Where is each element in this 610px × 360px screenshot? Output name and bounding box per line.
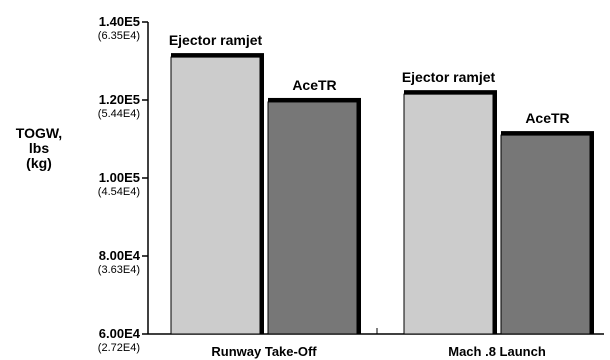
y-tick-sublabel-0: (2.72E4) (98, 342, 140, 354)
y-tick-label-2: 1.00E5 (99, 170, 140, 185)
bar-0-1 (267, 101, 358, 335)
y-tick-sublabel-1: (3.63E4) (98, 264, 140, 276)
category-label-0: Runway Take-Off (211, 344, 317, 359)
y-tick-label-3: 1.20E5 (99, 92, 140, 107)
y-axis-label-line-3: (kg) (26, 155, 52, 171)
y-tick-sublabel-3: (5.44E4) (98, 108, 140, 120)
bar-1-0 (403, 93, 494, 335)
bar-0-0 (170, 56, 261, 335)
bar-1-1 (500, 134, 591, 335)
labels: Ejector ramjet AceTR Runway Take-Off Ejecto… (169, 32, 570, 359)
y-tick-sublabel-4: (6.35E4) (98, 30, 140, 42)
y-axis-label-line-2: lbs (28, 140, 50, 156)
bars (170, 53, 594, 335)
axes: 6.00E4(2.72E4) 8.00E4(3.63E4) 1.00E5(4.54E… (98, 14, 604, 354)
y-tick-label-0: 6.00E4 (99, 326, 141, 341)
bar-label-1-0: Ejector ramjet (402, 69, 496, 85)
y-tick-label-1: 8.00E4 (99, 248, 141, 263)
y-tick-label-4: 1.40E5 (99, 14, 140, 29)
bar-label-1-1: AceTR (525, 110, 569, 126)
bar-label-0-1: AceTR (292, 77, 336, 93)
y-tick-sublabel-2: (4.54E4) (98, 186, 140, 198)
category-label-1: Mach .8 Launch (448, 344, 546, 359)
bar-label-0-0: Ejector ramjet (169, 32, 263, 48)
y-axis-label: TOGW, lbs (kg) (14, 126, 64, 171)
y-axis-label-line-1: TOGW, (15, 125, 63, 141)
